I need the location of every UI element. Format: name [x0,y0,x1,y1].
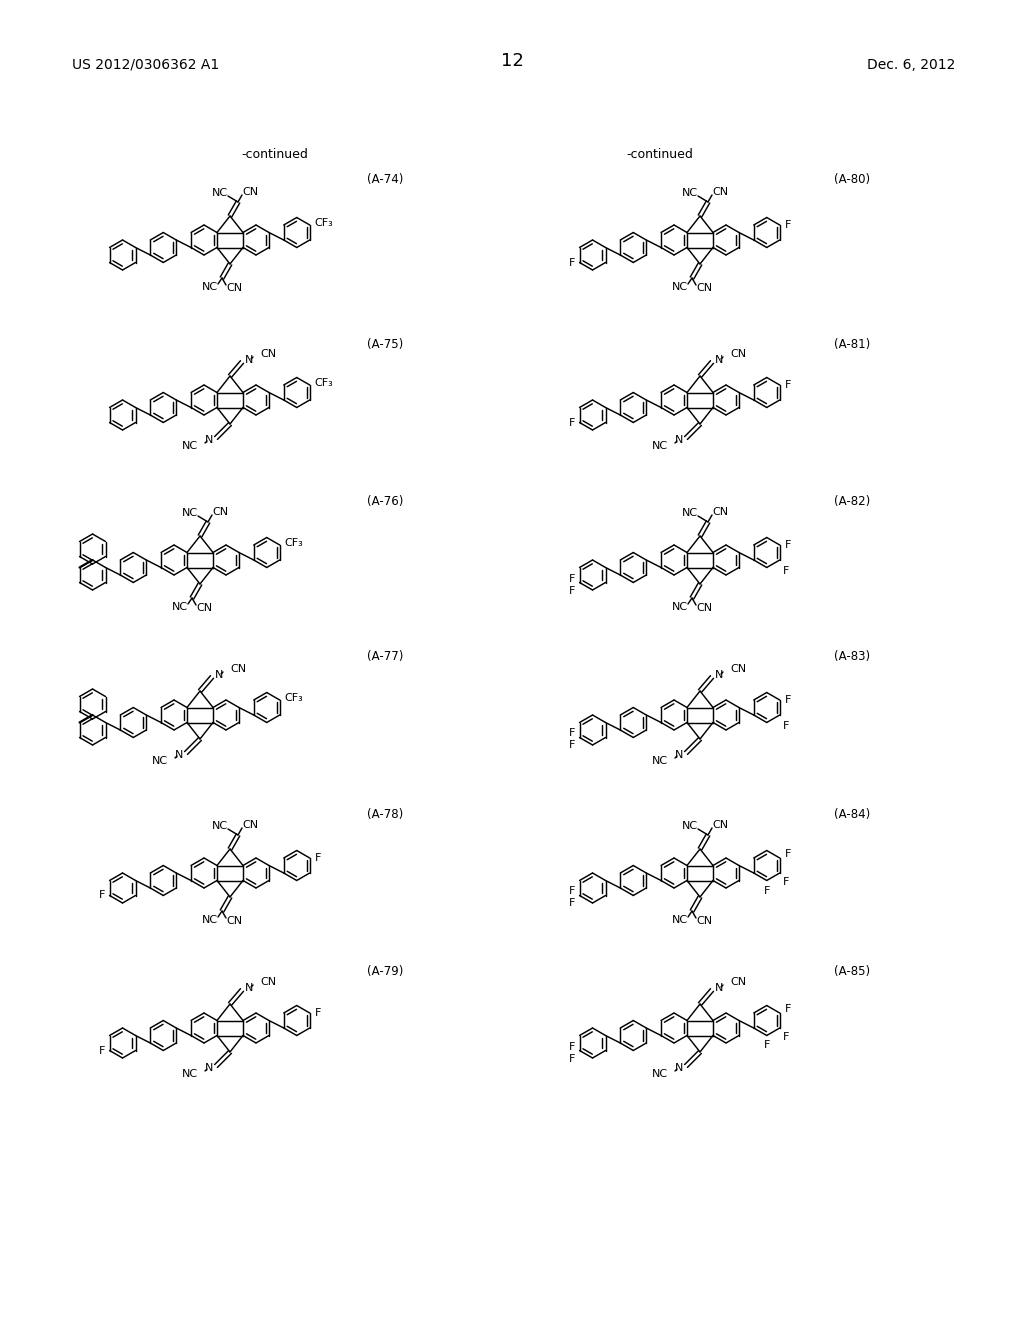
Text: F: F [569,1041,575,1052]
Text: F: F [782,1032,790,1041]
Text: CN: CN [696,282,712,293]
Text: F: F [784,1005,792,1014]
Text: NC: NC [652,756,668,766]
Text: F: F [569,417,575,428]
Text: F: F [569,887,575,896]
Text: Dec. 6, 2012: Dec. 6, 2012 [866,58,955,73]
Text: F: F [784,849,792,859]
Text: (A-77): (A-77) [367,649,403,663]
Text: NC: NC [682,187,698,198]
Text: (A-84): (A-84) [834,808,870,821]
Text: F: F [99,1045,105,1056]
Text: F: F [569,257,575,268]
Text: CN: CN [196,603,212,612]
Text: N: N [215,671,223,680]
Text: F: F [764,886,770,895]
Text: F: F [314,853,322,863]
Text: (A-81): (A-81) [834,338,870,351]
Text: F: F [784,540,792,550]
Text: NC: NC [182,441,198,451]
Text: CN: CN [712,187,728,197]
Text: CN: CN [730,664,746,675]
Text: (A-82): (A-82) [834,495,870,508]
Text: N: N [175,750,183,760]
Text: NC: NC [202,282,218,292]
Text: US 2012/0306362 A1: US 2012/0306362 A1 [72,58,219,73]
Text: CN: CN [230,664,246,675]
Text: CN: CN [226,916,242,927]
Text: F: F [569,586,575,595]
Text: CF₃: CF₃ [285,693,303,704]
Text: CN: CN [260,977,276,987]
Text: CN: CN [226,282,242,293]
Text: NC: NC [672,282,688,292]
Text: CN: CN [242,820,258,830]
Text: F: F [314,1008,322,1018]
Text: NC: NC [672,915,688,925]
Text: -continued: -continued [627,148,693,161]
Text: CF₃: CF₃ [285,539,303,548]
Text: N: N [245,983,253,993]
Text: CN: CN [730,977,746,987]
Text: NC: NC [652,441,668,451]
Text: -continued: -continued [242,148,308,161]
Text: CF₃: CF₃ [314,378,334,388]
Text: NC: NC [652,1069,668,1078]
Text: NC: NC [152,756,168,766]
Text: CN: CN [260,348,276,359]
Text: F: F [569,899,575,908]
Text: N: N [675,436,683,445]
Text: NC: NC [172,602,188,612]
Text: CN: CN [712,507,728,517]
Text: (A-76): (A-76) [367,495,403,508]
Text: CN: CN [696,603,712,612]
Text: N: N [715,355,723,366]
Text: NC: NC [682,821,698,832]
Text: F: F [569,1053,575,1064]
Text: NC: NC [202,915,218,925]
Text: NC: NC [682,508,698,517]
Text: CN: CN [696,916,712,927]
Text: F: F [569,729,575,738]
Text: (A-85): (A-85) [834,965,870,978]
Text: F: F [782,721,790,731]
Text: F: F [784,220,792,230]
Text: (A-78): (A-78) [367,808,403,821]
Text: (A-75): (A-75) [367,338,403,351]
Text: CN: CN [212,507,228,517]
Text: CN: CN [730,348,746,359]
Text: F: F [782,566,790,576]
Text: NC: NC [672,602,688,612]
Text: F: F [784,380,792,389]
Text: F: F [569,573,575,583]
Text: (A-83): (A-83) [834,649,870,663]
Text: N: N [715,671,723,680]
Text: NC: NC [212,187,228,198]
Text: NC: NC [212,821,228,832]
Text: N: N [205,436,213,445]
Text: F: F [782,876,790,887]
Text: F: F [784,696,792,705]
Text: (A-79): (A-79) [367,965,403,978]
Text: CN: CN [712,820,728,830]
Text: N: N [245,355,253,366]
Text: F: F [99,891,105,900]
Text: 12: 12 [501,51,523,70]
Text: CN: CN [242,187,258,197]
Text: N: N [715,983,723,993]
Text: N: N [205,1063,213,1073]
Text: N: N [675,1063,683,1073]
Text: (A-74): (A-74) [367,173,403,186]
Text: (A-80): (A-80) [834,173,870,186]
Text: NC: NC [182,1069,198,1078]
Text: F: F [569,741,575,751]
Text: N: N [675,750,683,760]
Text: F: F [764,1040,770,1051]
Text: NC: NC [182,508,198,517]
Text: CF₃: CF₃ [314,218,334,228]
